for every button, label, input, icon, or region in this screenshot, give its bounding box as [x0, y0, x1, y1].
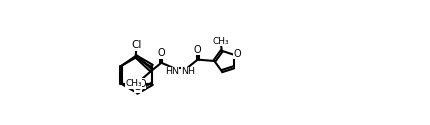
Text: CH₃: CH₃: [213, 37, 229, 46]
Text: O: O: [234, 49, 241, 59]
Text: O: O: [138, 79, 146, 89]
Text: HN: HN: [165, 67, 179, 76]
Text: O: O: [194, 45, 201, 55]
Text: S: S: [135, 82, 141, 92]
Text: NH: NH: [181, 67, 195, 76]
Text: CH₃: CH₃: [125, 79, 141, 88]
Text: Cl: Cl: [131, 40, 141, 50]
Text: O: O: [157, 48, 165, 58]
